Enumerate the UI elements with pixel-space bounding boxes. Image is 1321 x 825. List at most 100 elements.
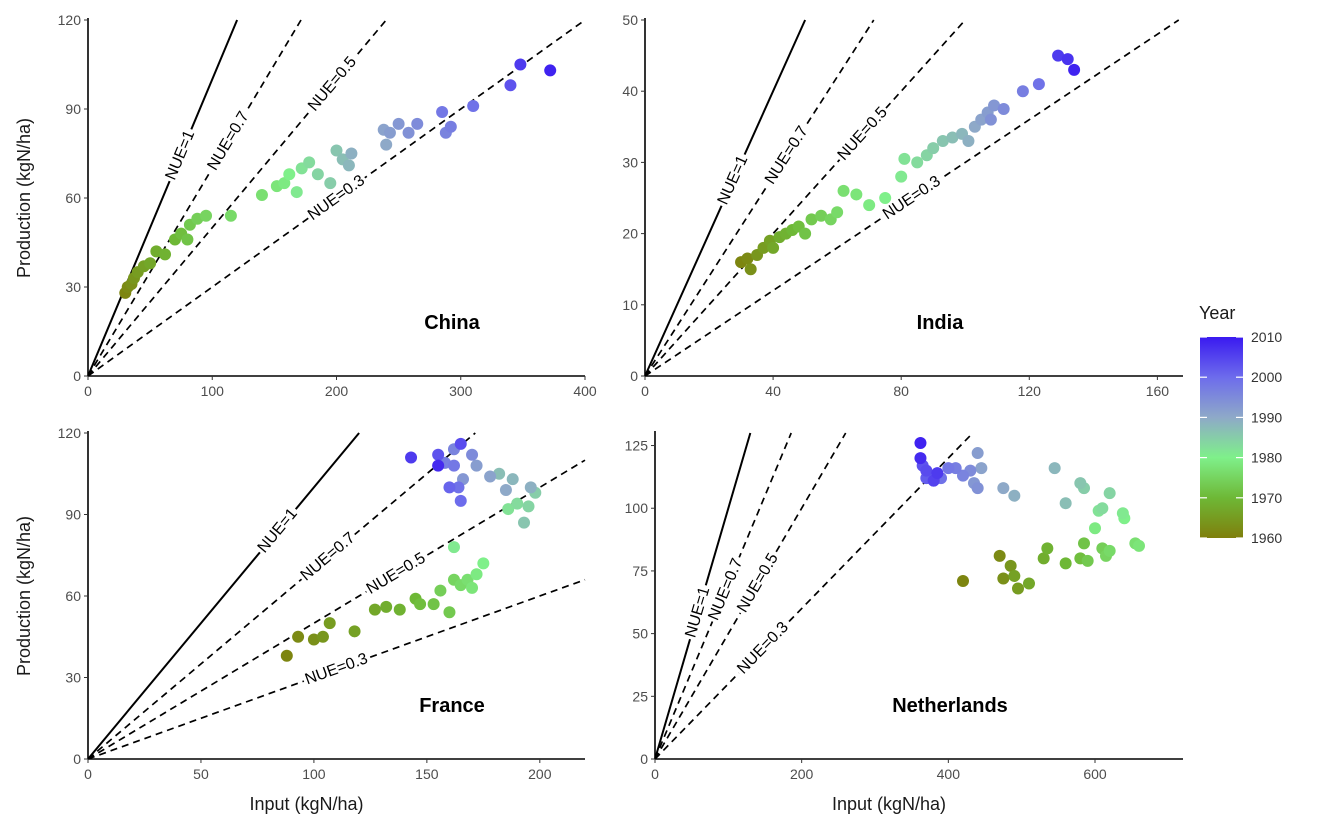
x-tick-label: 400	[937, 766, 961, 782]
data-point	[936, 135, 949, 148]
data-point	[405, 451, 418, 464]
data-point	[432, 459, 445, 472]
x-tick-label: 300	[449, 383, 473, 399]
y-tick-label: 25	[632, 688, 648, 704]
nue-label-background	[732, 616, 795, 680]
y-tick-label: 75	[632, 563, 648, 579]
data-point	[920, 464, 933, 477]
legend-title: Year	[1199, 303, 1235, 323]
nue-label-background	[832, 101, 894, 167]
nue-line-label: NUE=0.3	[303, 650, 370, 688]
data-point	[443, 606, 456, 619]
x-tick-label: 80	[893, 383, 909, 399]
data-point	[1016, 85, 1029, 98]
nue-label-background	[202, 106, 255, 176]
legend-tick-label: 1980	[1251, 450, 1282, 466]
x-tick-label: 0	[84, 383, 92, 399]
data-point	[380, 138, 393, 151]
data-point	[380, 600, 393, 613]
nue-line-label: NUE=0.3	[305, 172, 368, 224]
data-point	[1041, 542, 1054, 555]
x-tick-label: 200	[325, 383, 349, 399]
data-point	[454, 437, 467, 450]
y-tick-label: 40	[622, 83, 638, 99]
y-tick-label: 125	[625, 438, 649, 454]
y-tick-label: 30	[65, 670, 81, 686]
data-point	[499, 484, 512, 497]
y-tick-label: 50	[632, 626, 648, 642]
data-point	[1081, 554, 1094, 567]
data-point	[1089, 522, 1101, 535]
data-point	[368, 603, 381, 616]
y-tick-label: 120	[58, 425, 82, 441]
data-point	[895, 170, 908, 183]
data-point	[447, 541, 460, 554]
data-point	[1037, 552, 1050, 565]
data-point	[914, 452, 927, 465]
data-point	[805, 213, 818, 226]
reference-line	[87, 19, 302, 377]
reference-line	[644, 19, 875, 377]
data-point	[502, 503, 515, 516]
data-point	[863, 199, 876, 212]
data-point	[504, 79, 517, 92]
data-point	[311, 168, 324, 181]
nue-label-background	[300, 648, 373, 691]
data-point	[988, 99, 1001, 112]
y-tick-label: 0	[630, 368, 638, 384]
data-point	[1133, 539, 1145, 552]
data-point	[393, 603, 406, 616]
data-point	[942, 462, 955, 475]
data-point	[224, 209, 237, 222]
data-point	[1116, 507, 1129, 520]
reference-line	[644, 19, 966, 377]
y-tick-label: 30	[622, 154, 638, 170]
x-tick-label: 0	[641, 383, 649, 399]
data-point	[466, 581, 479, 594]
data-point	[470, 459, 483, 472]
data-point	[402, 126, 415, 139]
x-tick-label: 600	[1083, 766, 1107, 782]
nue-line-label: NUE=1	[163, 128, 199, 183]
data-point	[1074, 477, 1087, 490]
data-point	[962, 135, 975, 148]
data-point	[493, 467, 506, 480]
y-tick-label: 90	[65, 101, 81, 117]
x-tick-label: 150	[415, 766, 439, 782]
data-point	[454, 494, 467, 507]
y-tick-label: 0	[73, 751, 81, 767]
data-point	[477, 557, 490, 570]
data-point	[316, 630, 329, 643]
data-point	[1078, 537, 1090, 550]
data-point	[278, 177, 291, 190]
data-point	[1103, 544, 1116, 557]
data-point	[518, 516, 531, 529]
x-tick-label: 50	[193, 766, 209, 782]
data-point	[946, 131, 959, 144]
data-point	[292, 630, 305, 643]
nue-label-background	[680, 582, 715, 642]
nue-label-background	[877, 170, 947, 226]
data-point	[957, 574, 969, 587]
panel-china: NUE=1 NUE=0.7 NUE=0.5 NUE=0.3 0 100 200 300 400 0…	[14, 12, 597, 399]
panel-label: Netherlands	[892, 695, 1008, 717]
year-legend: Year 2010 2000 1990 1980 1970 1960	[1199, 303, 1282, 546]
nue-line-label: NUE=1	[255, 505, 301, 556]
data-point	[307, 633, 320, 646]
reference-line	[87, 459, 586, 760]
data-point	[1023, 577, 1035, 590]
nue-label-background	[302, 170, 371, 226]
data-point	[414, 598, 427, 611]
data-point	[744, 263, 757, 276]
nue-label-background	[712, 150, 754, 210]
data-point	[997, 103, 1010, 115]
y-tick-label: 30	[65, 279, 81, 295]
x-tick-label: 0	[84, 766, 92, 782]
data-point	[1004, 559, 1017, 572]
nue-line-label: NUE=0.7	[205, 109, 253, 174]
nue-label-background	[361, 547, 431, 600]
y-tick-label: 100	[625, 500, 649, 516]
data-point	[290, 186, 303, 199]
data-point	[255, 189, 268, 202]
x-tick-label: 160	[1146, 383, 1170, 399]
